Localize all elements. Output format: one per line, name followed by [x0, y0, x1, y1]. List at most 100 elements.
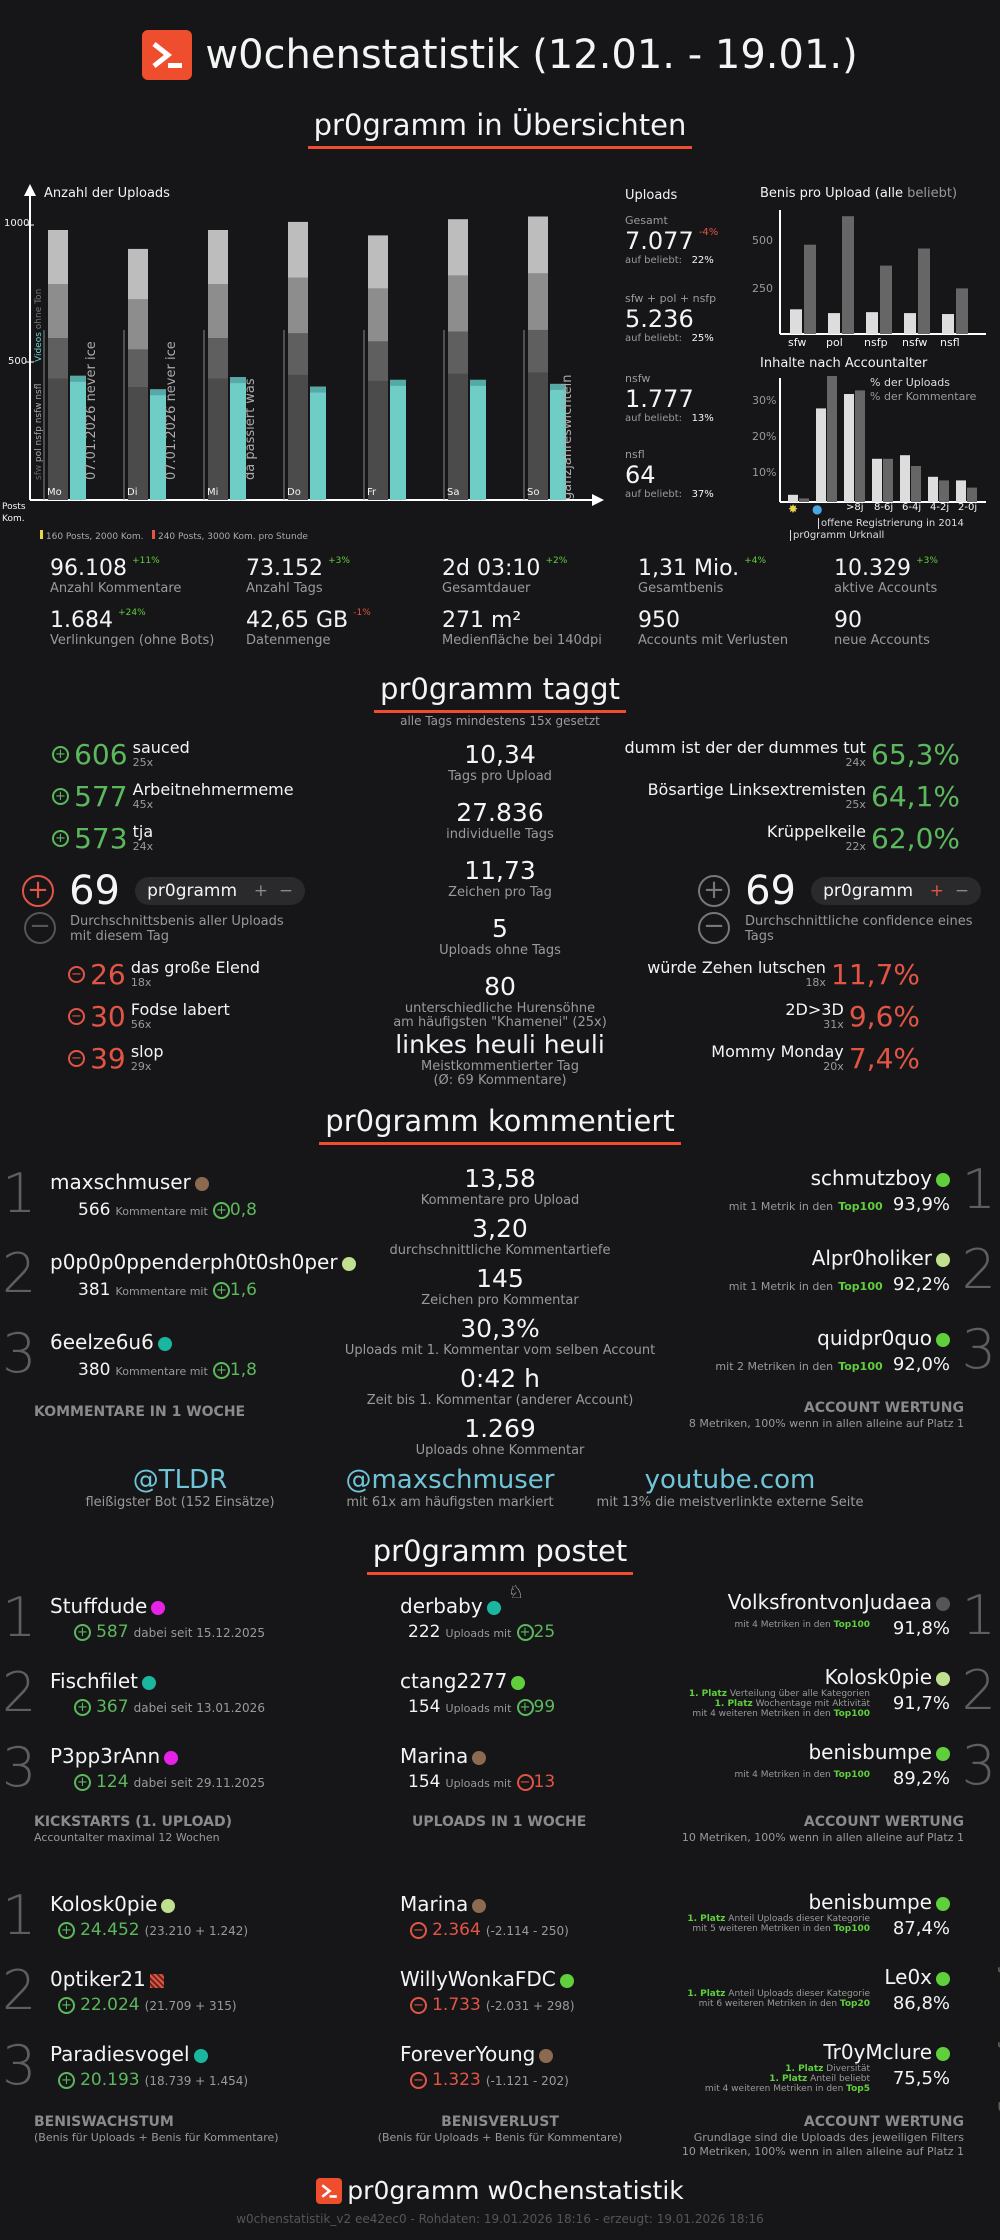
user-badge: [936, 2046, 950, 2061]
growth-row[interactable]: 1 Kolosk0pie + 24.452 (23.210 + 1.242): [2, 1884, 249, 1947]
age-bar-uploads: [928, 476, 938, 502]
user-badge: [151, 1600, 166, 1615]
tag-item[interactable]: − 39 slop 29x: [68, 1042, 164, 1075]
side-label: Videos: [34, 332, 44, 362]
globe-icon: ●: [812, 502, 823, 516]
benis-bar-all: [828, 313, 840, 334]
stat-item: 950 Accounts mit Verlusten: [638, 608, 789, 648]
side-label: nsfw: [34, 402, 44, 424]
link-stat[interactable]: @maxschmuser mit 61x am häufigsten markie…: [345, 1465, 555, 1510]
minus-icon[interactable]: −: [698, 912, 730, 944]
tag-chip[interactable]: pr0gramm + −: [135, 877, 306, 905]
tag-item[interactable]: würde Zehen lutschen 18x 11,7%: [647, 957, 920, 991]
category-row[interactable]: benisbumpe 1. Platz Anteil Uploads dieser…: [580, 1890, 1000, 1987]
upload-stat: Gesamt 7.077 -4% auf beliebt: 22%: [625, 214, 719, 266]
account-row[interactable]: benisbumpe mit 4 Metriken in den Top100 89…: [734, 1734, 996, 1797]
kickstart-row[interactable]: 3 P3pp3rAnn + 124 dabei seit 29.11.2025: [2, 1736, 265, 1799]
benis-bar-all: [790, 309, 802, 334]
comment-bar-top: [550, 383, 566, 390]
tag-item[interactable]: + 606 sauced 25x: [52, 738, 190, 771]
minus-circle-icon: −: [68, 966, 85, 983]
y-tick: 500: [8, 356, 28, 367]
growth-row[interactable]: 3 Paradiesvogel + 20.193 (18.739 + 1.454): [2, 2034, 249, 2097]
kickstart-row[interactable]: 2 Fischfilet + 367 dabei seit 13.01.2026: [2, 1661, 265, 1724]
commenter-row[interactable]: 1 maxschmuser 566 Kommentare mit +0,8: [2, 1162, 257, 1225]
loss-row[interactable]: Marina − 2.364 (-2.114 - 250): [400, 1892, 569, 1940]
day-label: Mo: [47, 487, 62, 498]
minus-icon[interactable]: −: [24, 912, 56, 944]
center-stat: 1.269 Uploads ohne Kommentar: [415, 1414, 585, 1458]
tag-item[interactable]: − 30 Fodse labert 56x: [68, 1000, 230, 1033]
upload-bar: [48, 378, 68, 500]
link-stat[interactable]: youtube.com mit 13% die meistverlinkte ex…: [596, 1465, 864, 1510]
user-badge: [936, 1671, 950, 1686]
plus-icon[interactable]: +: [698, 875, 730, 907]
age-cat: >8j: [846, 502, 864, 513]
caption-sub: Grundlage sind die Uploads des jeweilige…: [693, 2131, 964, 2144]
account-row[interactable]: Kolosk0pie 1. Platz Verteilung über alle …: [688, 1659, 996, 1722]
side-label: nsfp: [34, 426, 44, 446]
center-stat: 10,34 Tags pro Upload: [448, 740, 552, 784]
plus-circle-icon: +: [212, 1202, 230, 1219]
user-badge: [194, 1176, 209, 1191]
plus-circle-icon: +: [74, 1624, 91, 1641]
tag-chip[interactable]: pr0gramm + −: [811, 877, 982, 905]
account-row[interactable]: Alpr0holiker mit 1 Metrik in den Top100 9…: [728, 1238, 996, 1301]
age-bar-comments: [939, 480, 949, 502]
comment-bar-top: [390, 379, 406, 386]
account-row[interactable]: quidpr0quo mit 2 Metriken in den Top100 9…: [715, 1318, 996, 1381]
account-row[interactable]: schmutzboy mit 1 Metrik in den Top100 93,…: [728, 1158, 996, 1221]
uploader-row[interactable]: ctang2277 154 Uploads mit +99: [400, 1669, 556, 1717]
benis-cat: sfw: [788, 336, 807, 349]
annotation: da passiert was: [243, 378, 258, 480]
loss-row[interactable]: WillyWonkaFDC − 1.733 (-2.031 + 298): [400, 1967, 575, 2015]
plus-icon[interactable]: +: [22, 875, 54, 907]
y-tick: 1000: [4, 218, 30, 229]
user-badge: [472, 1898, 487, 1913]
uploads-title: Uploads: [625, 188, 678, 203]
section-title-tags: pr0gramm taggt: [0, 672, 1000, 713]
day-label: So: [527, 487, 540, 498]
account-row[interactable]: VolksfrontvonJudaea mit 4 Metriken in den…: [727, 1584, 996, 1647]
tag-item[interactable]: Bösartige Linksextremisten 25x 64,1%: [647, 779, 960, 813]
commenter-row[interactable]: 2 p0p0p0ppenderph0t0sh0per 381 Kommentare …: [0, 1242, 400, 1318]
section-title-comments: pr0gramm kommentiert: [0, 1104, 1000, 1145]
category-row[interactable]: Le0x 1. Platz Anteil Uploads dieser Kateg…: [580, 1965, 1000, 2076]
loss-row[interactable]: ForeverYoung − 1.323 (-1.121 - 202): [400, 2042, 569, 2090]
uploader-row[interactable]: Marina 154 Uploads mit −13: [400, 1744, 556, 1792]
category-row[interactable]: Tr0yMclure 1. Platz Diversität 1. Platz An…: [580, 2040, 1000, 2139]
tag-item[interactable]: Krüppelkeile 22x 62,0%: [766, 821, 960, 855]
section-title-posts: pr0gramm postet: [0, 1534, 1000, 1575]
link-stat[interactable]: @TLDR fleißigster Bot (152 Einsätze): [85, 1465, 275, 1510]
caption: ACCOUNT WERTUNG: [803, 1400, 964, 1416]
center-stat: 27.836 individuelle Tags: [446, 798, 554, 842]
tag-item[interactable]: Mommy Monday 20x 7,4%: [711, 1041, 920, 1075]
tag-item[interactable]: − 26 das große Elend 18x: [68, 958, 260, 991]
axis-label: Posts: [2, 502, 26, 512]
header: w0chenstatistik (12.01. - 19.01.): [0, 30, 1000, 80]
side-label: sfw: [34, 464, 44, 480]
chart-title: Anzahl der Uploads: [44, 186, 170, 201]
benis-cat: nsfl: [940, 336, 960, 349]
plus-circle-icon: +: [74, 1774, 91, 1791]
growth-row[interactable]: 2 0ptiker21 + 22.024 (21.709 + 315): [2, 1959, 237, 2022]
day-label: Mi: [207, 487, 219, 498]
center-stat: 80 unterschiedliche Hurensöhne am häufigst…: [393, 972, 607, 1030]
user-badge: [193, 2048, 208, 2063]
kickstart-row[interactable]: 1 Stuffdude + 587 dabei seit 15.12.2025: [2, 1586, 265, 1649]
annotation: 07.01.2026 never ice: [164, 341, 179, 480]
tag-item[interactable]: 2D>3D 31x 9,6%: [785, 999, 920, 1033]
benis-cat: nsfw: [902, 336, 928, 349]
commenter-row[interactable]: 3 6eelze6u6 380 Kommentare mit +1,8: [2, 1322, 257, 1385]
tag-item[interactable]: + 573 tja 24x: [52, 822, 153, 855]
tag-item[interactable]: dumm ist der der dummes tut 24x 65,3%: [624, 737, 961, 771]
uploader-row[interactable]: derbaby 222 Uploads mit +25: [400, 1594, 556, 1642]
tag-item[interactable]: + 577 Arbeitnehmermeme 45x: [52, 780, 294, 813]
tag-benis-value: 69: [69, 868, 120, 914]
footer-title: pr0gramm w0chenstatistik: [347, 2176, 684, 2205]
stat-item: 1,31 Mio. +4% Gesamtbenis: [638, 556, 767, 596]
age-bar-uploads: [872, 458, 882, 502]
age-cat: 2-0j: [958, 502, 978, 513]
plus-circle-icon: +: [212, 1362, 230, 1379]
stat-item: 42,65 GB -1% Datenmenge: [246, 608, 371, 648]
